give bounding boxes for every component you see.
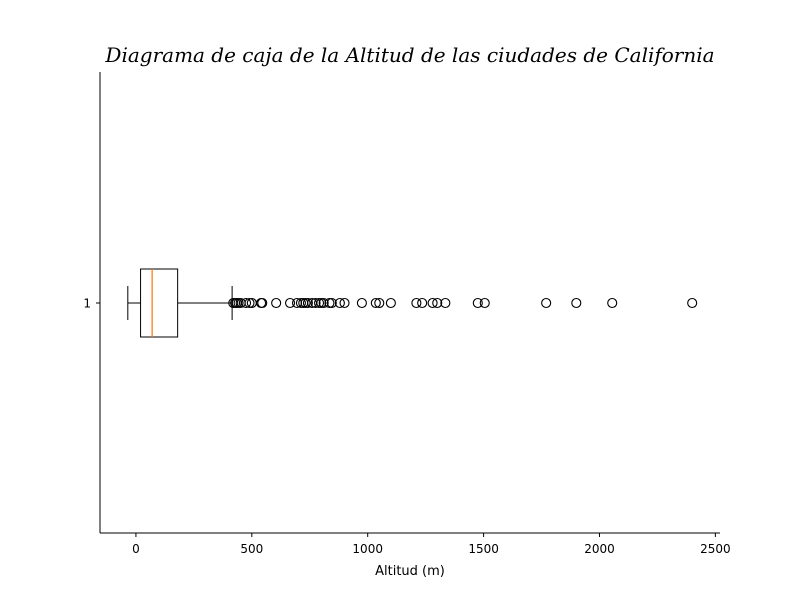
outlier-point — [257, 297, 268, 309]
outlier-point — [571, 297, 582, 309]
plot-area: 0 500 1000 1500 2000 2500 1 — [83, 72, 731, 556]
outlier-point — [479, 297, 490, 309]
outlier-point — [427, 297, 438, 309]
x-tick-label: 0 — [132, 542, 140, 556]
outlier-point — [302, 297, 313, 309]
chart-title: Diagrama de caja de la Altitud de las ci… — [104, 43, 714, 67]
outlier-point — [300, 297, 311, 309]
iqr-box — [140, 268, 179, 338]
y-tick-label: 1 — [83, 297, 91, 311]
outlier-point — [541, 297, 552, 309]
outlier-point — [246, 297, 257, 309]
x-tick-label: 2000 — [584, 542, 615, 556]
x-tick-label: 2500 — [700, 542, 731, 556]
x-tick-label: 1000 — [352, 542, 383, 556]
outlier-point — [472, 297, 483, 309]
outlier-point — [385, 297, 396, 309]
outlier-point — [324, 297, 335, 309]
outlier-point — [687, 297, 698, 309]
outlier-point — [432, 297, 443, 309]
outlier-point — [326, 297, 337, 309]
outlier-point — [310, 297, 321, 309]
outlier-point — [313, 297, 325, 309]
outlier-point — [285, 297, 296, 309]
outlier-point — [316, 297, 327, 309]
outlier-point — [339, 297, 350, 309]
outlier-point — [295, 297, 306, 309]
x-axis-label: Altitud (m) — [375, 564, 445, 579]
outlier-point — [271, 297, 282, 309]
outlier-point — [356, 297, 367, 309]
outlier-point — [607, 297, 618, 309]
outlier-point — [240, 297, 252, 309]
x-tick-label: 500 — [240, 542, 263, 556]
outlier-point — [244, 297, 255, 309]
outlier-point — [334, 297, 345, 309]
x-tick-label: 1500 — [468, 542, 499, 556]
outlier-point — [318, 297, 329, 309]
outlier-point — [411, 297, 422, 309]
outlier-point — [370, 297, 381, 309]
outlier-point — [417, 297, 428, 309]
outlier-point — [440, 297, 451, 309]
outlier-point — [374, 297, 385, 309]
